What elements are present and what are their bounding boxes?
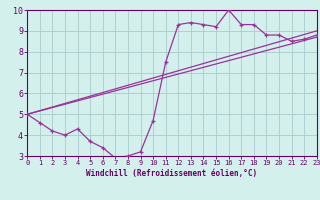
X-axis label: Windchill (Refroidissement éolien,°C): Windchill (Refroidissement éolien,°C) — [86, 169, 258, 178]
